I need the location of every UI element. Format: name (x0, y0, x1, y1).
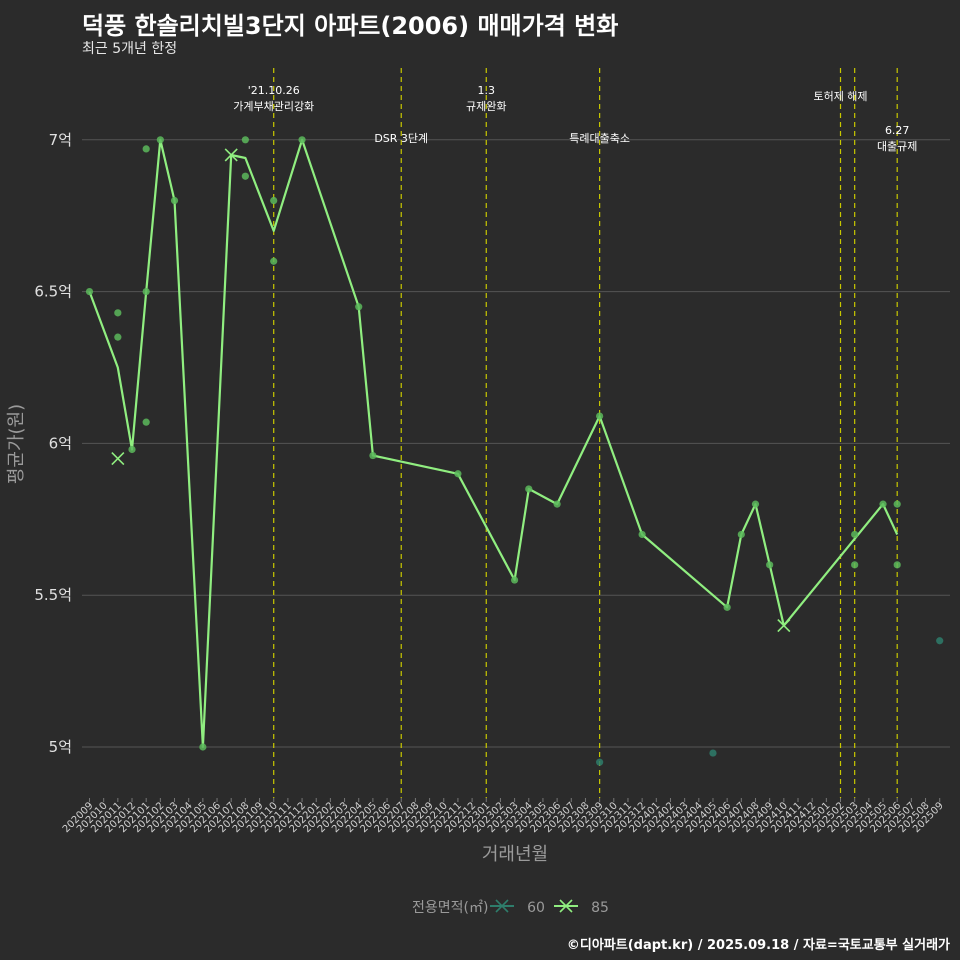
series-line-85 (88, 138, 899, 749)
data-point-85 (737, 530, 745, 539)
data-point-85 (170, 196, 179, 205)
data-point-85 (142, 418, 150, 426)
data-point-85 (723, 603, 731, 611)
data-point-85 (355, 303, 363, 311)
data-point-85 (893, 561, 901, 569)
event-label: DSR 3단계 (374, 132, 428, 145)
data-point-85 (85, 288, 94, 296)
cross-stroke (777, 618, 791, 633)
cross-marker-85 (111, 452, 125, 466)
data-point-85 (114, 333, 122, 341)
y-tick-label: 6.5억 (34, 283, 72, 301)
series-points (85, 136, 944, 766)
y-axis-label: 평균가(원) (6, 404, 27, 484)
data-point-85 (454, 470, 462, 478)
data-point-85 (156, 136, 164, 144)
legend-title: 전용면적(㎡) (412, 900, 488, 916)
cross-stroke (111, 452, 125, 466)
y-tick-label: 5억 (49, 738, 72, 756)
x-axis-ticks: 2020092020102020112020122021012021022021… (61, 798, 946, 835)
cross-marker-85 (777, 618, 791, 633)
data-point-60 (709, 749, 717, 757)
y-axis-ticks: 5억 5.5억 6억 6.5억 7억 (34, 131, 72, 756)
data-point-85 (751, 500, 760, 508)
data-point-85 (199, 743, 207, 751)
legend-key-85 (554, 899, 578, 913)
data-point-85 (114, 309, 122, 317)
legend: 전용면적(㎡) 60 85 (412, 899, 609, 916)
data-point-85 (553, 500, 561, 508)
cross-stroke (224, 148, 238, 162)
data-point-85 (851, 530, 859, 539)
data-point-85 (142, 145, 150, 153)
event-label: 특례대출축소 (569, 132, 630, 145)
event-label: 1.3 규제완화 (466, 84, 506, 113)
y-tick-label: 7억 (49, 131, 72, 149)
y-tick-label: 5.5억 (34, 586, 72, 604)
data-point-85 (851, 561, 859, 569)
data-point-85 (369, 451, 377, 460)
event-label: 토허제 해제 (813, 89, 867, 103)
y-tick-label: 6억 (49, 434, 72, 452)
data-point-85 (766, 561, 774, 569)
chart-title: 덕풍 한솔리치빌3단지 아파트(2006) 매매가격 변화 (82, 12, 619, 40)
data-point-85 (596, 412, 604, 420)
data-point-85 (241, 172, 249, 180)
chart-subtitle: 최근 5개년 한정 (82, 41, 178, 57)
legend-label-60: 60 (527, 900, 545, 916)
data-point-85 (893, 500, 901, 508)
data-point-85 (879, 500, 887, 508)
legend-key-60 (490, 899, 514, 913)
data-point-85 (270, 196, 278, 205)
cross-marker-85 (224, 148, 238, 162)
event-label: 6.27 대출규제 (877, 124, 917, 153)
legend-label-85: 85 (591, 900, 609, 916)
data-point-85 (142, 288, 150, 296)
data-point-85 (241, 136, 249, 144)
legend-key-cross (559, 899, 573, 913)
data-point-85 (525, 485, 533, 493)
data-point-60 (596, 758, 604, 766)
data-point-85 (298, 136, 306, 144)
x-axis-label: 거래년월 (482, 844, 548, 865)
event-label: '21.10.26 가계부채관리강화 (233, 84, 314, 113)
grid-lines (82, 139, 950, 748)
data-point-85 (128, 445, 136, 454)
source-caption: ©디아파트(dapt.kr) / 2025.09.18 / 자료=국토교통부 실… (566, 938, 950, 953)
data-point-85 (510, 576, 519, 584)
data-point-85 (270, 257, 278, 265)
legend-key-cross (495, 899, 509, 913)
data-point-60 (936, 637, 944, 645)
data-point-85 (638, 530, 646, 539)
series-lines (88, 138, 899, 749)
